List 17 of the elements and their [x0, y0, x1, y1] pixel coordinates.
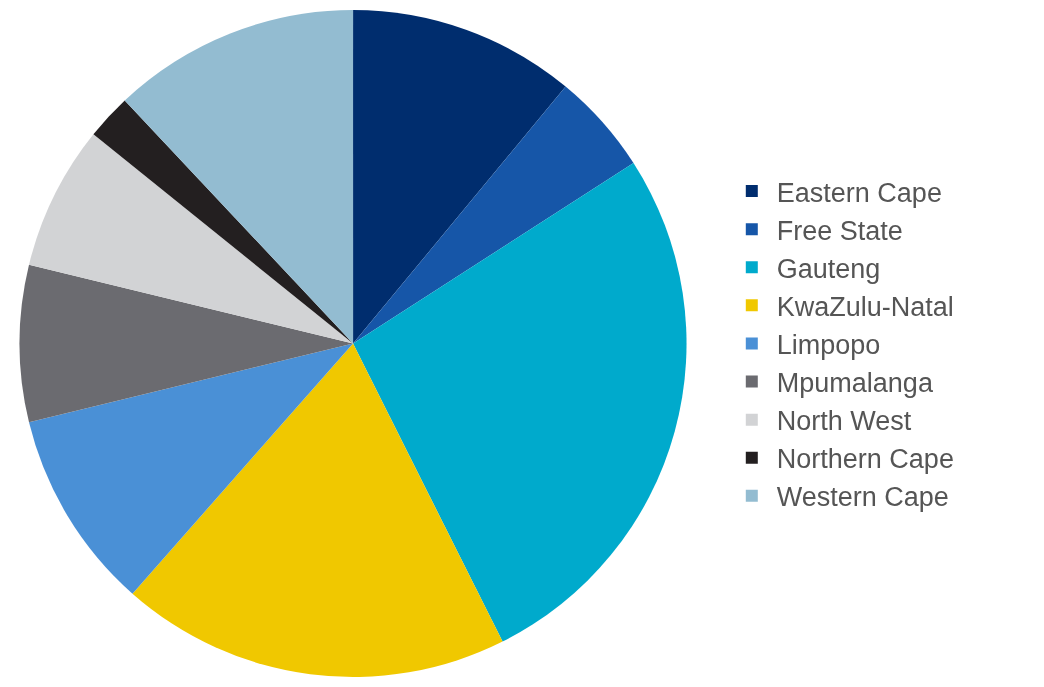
legend-label: Free State: [776, 215, 903, 246]
pie-slice: [124, 10, 354, 344]
legend-label: Limpopo: [776, 329, 881, 360]
legend-label: Western Cape: [776, 482, 949, 513]
legend-label: North West: [776, 406, 912, 437]
pie-slice: [19, 264, 354, 423]
legend-label: Gauteng: [776, 253, 881, 284]
legend-label: Northern Cape: [776, 444, 954, 475]
legend-label: Mpumalanga: [776, 368, 934, 399]
pie-slice: [29, 343, 354, 594]
pie-slice: [29, 134, 354, 344]
pie-slice: [353, 163, 687, 642]
legend-label: KwaZulu-Natal: [776, 291, 954, 322]
pie-slice: [353, 86, 634, 344]
legend-label: Eastern Cape: [776, 177, 942, 208]
pie-slice: [132, 343, 503, 677]
pie-slice: [353, 10, 566, 344]
